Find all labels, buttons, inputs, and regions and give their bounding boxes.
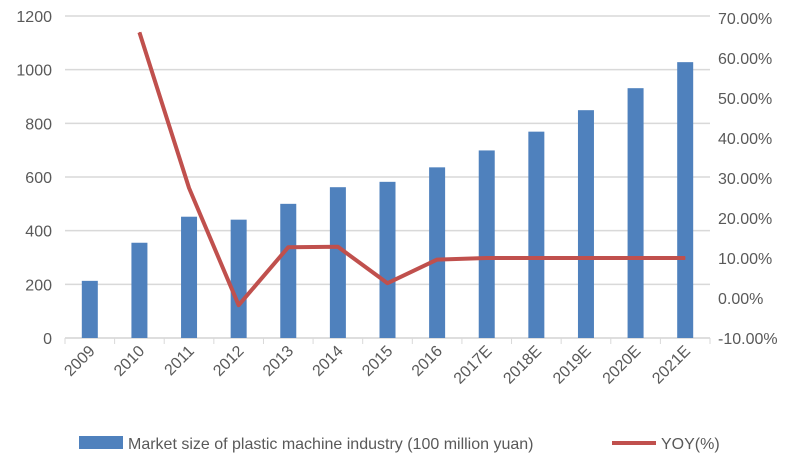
x-tick-label: 2011 bbox=[162, 343, 198, 379]
yoy-point bbox=[684, 257, 686, 259]
right-tick-label: -10.00% bbox=[718, 331, 778, 348]
yoy-point bbox=[635, 257, 637, 259]
yoy-point bbox=[436, 259, 438, 261]
x-tick-label: 2014 bbox=[310, 343, 347, 380]
yoy-line bbox=[137, 31, 686, 308]
x-tick-label: 2017E bbox=[451, 343, 496, 388]
yoy-point bbox=[238, 304, 240, 306]
x-tick-label: 2021E bbox=[649, 343, 694, 388]
x-tick-label: 2015 bbox=[359, 343, 396, 380]
right-tick-label: 10.00% bbox=[718, 251, 772, 268]
yoy-point bbox=[535, 257, 537, 259]
yoy-point bbox=[337, 246, 339, 248]
yoy-point bbox=[486, 257, 488, 259]
left-tick-label: 800 bbox=[25, 116, 52, 133]
x-tick-label: 2016 bbox=[409, 343, 446, 380]
right-tick-label: 50.00% bbox=[718, 91, 772, 108]
left-tick-label: 0 bbox=[43, 331, 52, 348]
bar bbox=[478, 150, 495, 338]
right-tick-label: 20.00% bbox=[718, 211, 772, 228]
left-tick-label: 400 bbox=[25, 224, 52, 241]
x-tick-label: 2020E bbox=[600, 343, 645, 388]
x-tick-label: 2018E bbox=[500, 343, 545, 388]
left-tick-label: 600 bbox=[25, 170, 52, 187]
x-tick-label: 2009 bbox=[61, 343, 98, 380]
left-tick-label: 1200 bbox=[16, 9, 52, 26]
bar bbox=[181, 216, 198, 338]
yoy-point bbox=[287, 246, 289, 248]
x-tick-label: 2010 bbox=[111, 343, 148, 380]
bar bbox=[230, 219, 247, 338]
x-tick-label: 2012 bbox=[210, 343, 247, 380]
bar bbox=[81, 280, 98, 338]
bar bbox=[329, 187, 346, 338]
yoy-point bbox=[188, 187, 190, 189]
yoy-point bbox=[585, 257, 587, 259]
yoy-point bbox=[138, 31, 140, 33]
bar bbox=[131, 242, 148, 338]
legend-bar-swatch bbox=[79, 436, 123, 449]
right-tick-label: 60.00% bbox=[718, 51, 772, 68]
bar bbox=[379, 181, 396, 338]
bar bbox=[528, 131, 545, 338]
right-tick-label: 0.00% bbox=[718, 291, 763, 308]
bar bbox=[429, 167, 446, 338]
bar bbox=[577, 110, 594, 338]
left-tick-label: 1000 bbox=[16, 63, 52, 80]
yoy-point bbox=[387, 282, 388, 284]
bar bbox=[677, 62, 694, 339]
legend-bar-label: Market size of plastic machine industry … bbox=[128, 436, 534, 453]
right-tick-label: 30.00% bbox=[718, 171, 772, 188]
x-tick-label: 2013 bbox=[260, 343, 297, 380]
x-tick-label: 2019E bbox=[550, 343, 595, 388]
legend: Market size of plastic machine industry … bbox=[79, 436, 720, 453]
bar bbox=[280, 203, 297, 338]
right-tick-label: 40.00% bbox=[718, 131, 772, 148]
left-tick-label: 200 bbox=[25, 277, 52, 294]
bar bbox=[627, 88, 644, 338]
legend-line-label: YOY(%) bbox=[661, 436, 720, 453]
right-tick-label: 70.00% bbox=[718, 11, 772, 28]
